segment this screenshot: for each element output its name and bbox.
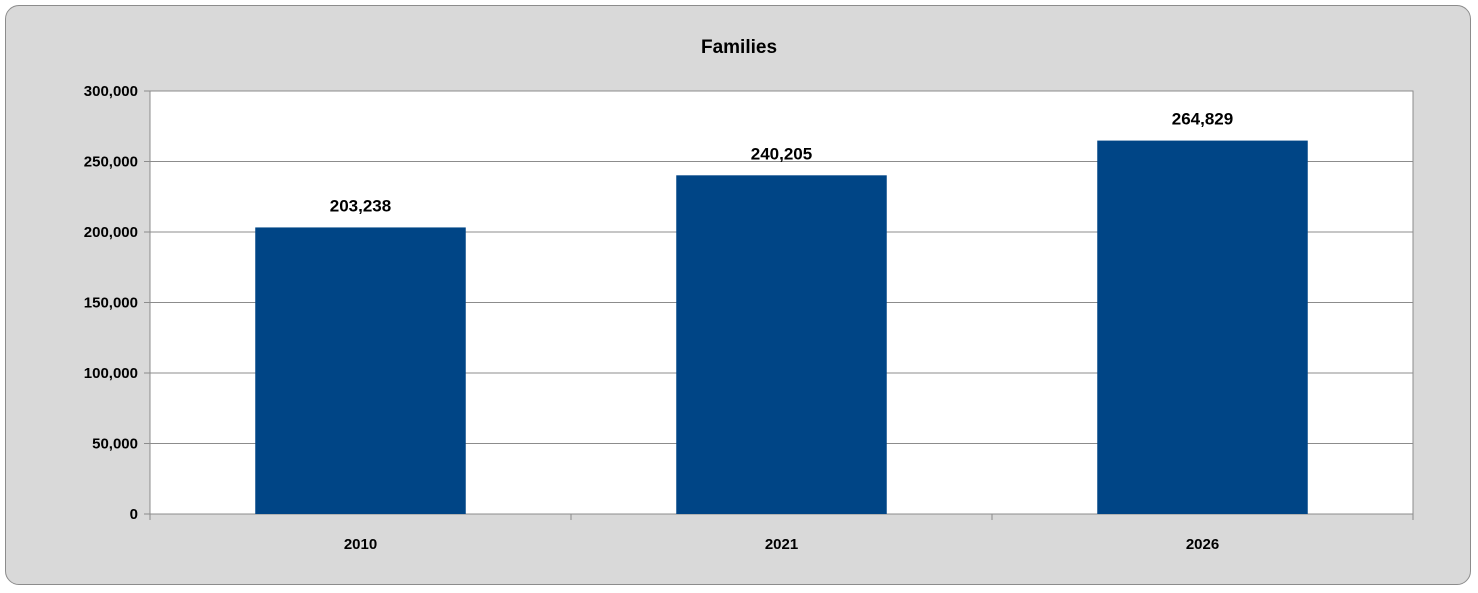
y-tick-label: 200,000 (84, 224, 138, 241)
axes (144, 90, 1414, 520)
y-tick-label: 150,000 (84, 295, 138, 312)
data-label: 264,829 (1172, 110, 1233, 129)
y-tick-label: 250,000 (84, 154, 138, 171)
bars (255, 140, 1308, 514)
y-tick-label: 50,000 (92, 436, 138, 453)
bar-2021 (676, 175, 887, 514)
y-tick-label: 0 (130, 506, 138, 523)
y-tick-label: 300,000 (84, 83, 138, 100)
data-label: 203,238 (330, 196, 391, 215)
chart-title: Families (701, 37, 777, 58)
x-tick-label: 2021 (765, 536, 798, 553)
x-tick-label: 2026 (1186, 536, 1219, 553)
labels: 0 50,000 100,000 150,000 200,000 250,000 300,0… (84, 83, 1233, 553)
bar-2026 (1097, 140, 1308, 514)
bar-2010 (255, 227, 466, 514)
x-tick-label: 2010 (344, 536, 377, 553)
data-label: 240,205 (751, 144, 812, 163)
y-tick-label: 100,000 (84, 365, 138, 382)
